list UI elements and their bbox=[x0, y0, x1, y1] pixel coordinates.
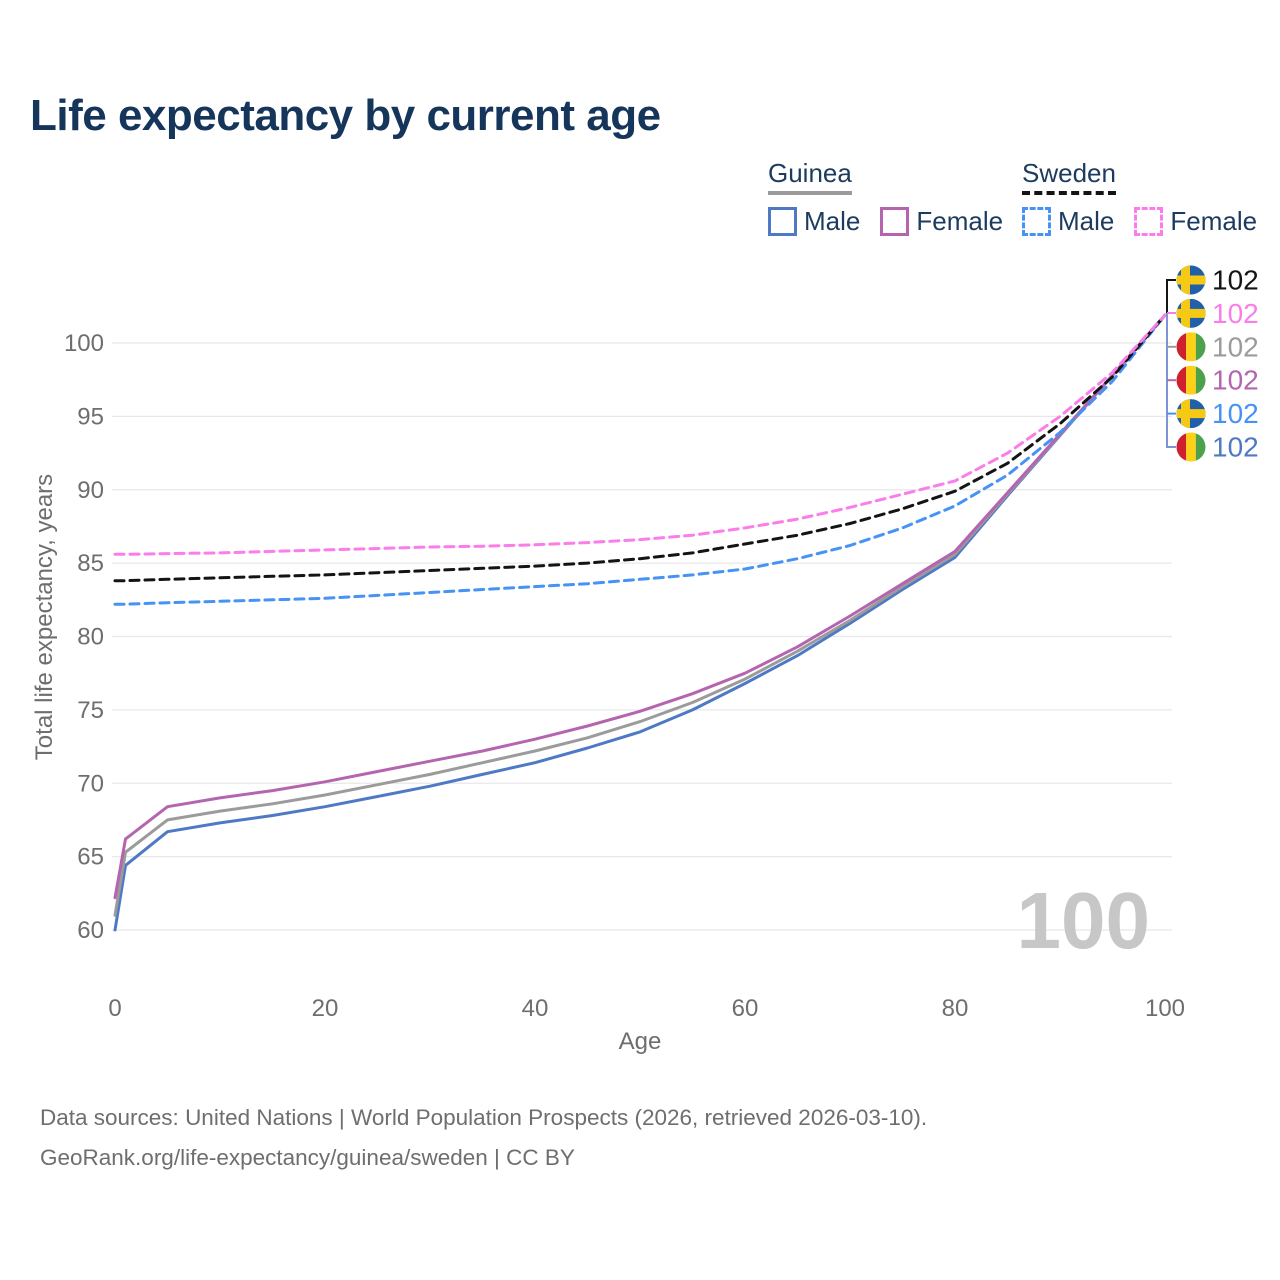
x-axis-tick-80: 80 bbox=[942, 995, 969, 1022]
legend-items-guinea: Male Female bbox=[768, 206, 1003, 237]
legend-swatch-sweden-female bbox=[1134, 207, 1164, 236]
end-label-row-1: 102 bbox=[1176, 298, 1259, 329]
y-axis-title: Total life expectancy, years bbox=[31, 473, 58, 761]
y-axis-tick-90: 90 bbox=[77, 477, 104, 504]
line-sweden-total[interactable] bbox=[113, 313, 1167, 583]
x-axis-title: Age bbox=[618, 1028, 662, 1055]
legend-group-title-sweden: Sweden bbox=[1022, 158, 1116, 195]
end-label-row-0: 102 bbox=[1176, 265, 1259, 296]
end-label-row-3: 102 bbox=[1176, 365, 1259, 396]
y-axis-tick-85: 85 bbox=[77, 550, 104, 577]
guinea-flag-icon bbox=[1176, 432, 1206, 462]
x-axis-tick-100: 100 bbox=[1145, 995, 1185, 1022]
end-label-row-4: 102 bbox=[1176, 398, 1259, 429]
end-label-value: 102 bbox=[1212, 265, 1259, 296]
y-axis-tick-65: 65 bbox=[77, 844, 104, 871]
end-label-row-2: 102 bbox=[1176, 331, 1259, 362]
footer-source-line: Data sources: United Nations | World Pop… bbox=[40, 1105, 928, 1130]
legend-item-label: Male bbox=[1058, 206, 1115, 236]
legend-item-sweden-female[interactable]: Female bbox=[1134, 206, 1257, 237]
sweden-flag-icon bbox=[1176, 399, 1206, 429]
y-axis-tick-100: 100 bbox=[64, 330, 104, 357]
line-guinea-total[interactable] bbox=[113, 313, 1167, 917]
line-sweden-male[interactable] bbox=[113, 313, 1167, 606]
end-label-connector-descender bbox=[1166, 313, 1176, 448]
page-title: Life expectancy by current age bbox=[30, 91, 661, 140]
sweden-flag-icon bbox=[1176, 298, 1206, 328]
x-axis-tick-20: 20 bbox=[312, 995, 339, 1022]
line-guinea-female[interactable] bbox=[113, 313, 1167, 900]
legend-item-label: Male bbox=[804, 206, 861, 236]
end-label-connector-0 bbox=[1166, 279, 1176, 313]
x-axis-tick-60: 60 bbox=[732, 995, 759, 1022]
legend-item-guinea-male[interactable]: Male bbox=[768, 206, 860, 237]
y-axis-tick-60: 60 bbox=[77, 917, 104, 944]
y-axis-tick-75: 75 bbox=[77, 697, 104, 724]
legend-item-sweden-male[interactable]: Male bbox=[1022, 206, 1114, 237]
end-label-value: 102 bbox=[1212, 331, 1259, 362]
legend-swatch-sweden-male bbox=[1022, 207, 1051, 236]
guinea-flag-icon bbox=[1176, 332, 1206, 362]
age-indicator-watermark: 100 bbox=[1017, 876, 1150, 965]
sweden-flag-icon bbox=[1176, 265, 1206, 295]
end-label-value: 102 bbox=[1212, 432, 1259, 463]
legend-group-title-guinea: Guinea bbox=[768, 158, 852, 195]
y-axis-tick-70: 70 bbox=[77, 770, 104, 797]
legend-group-sweden: Sweden Male Female bbox=[1022, 158, 1257, 237]
x-axis-tick-0: 0 bbox=[108, 995, 121, 1022]
legend-item-label: Female bbox=[1170, 206, 1258, 236]
line-guinea-male[interactable] bbox=[113, 313, 1167, 932]
y-axis-tick-95: 95 bbox=[77, 403, 104, 430]
legend-item-label: Female bbox=[916, 206, 1004, 236]
legend-group-guinea: Guinea Male Female bbox=[768, 158, 1003, 237]
end-label-row-5: 102 bbox=[1176, 432, 1259, 463]
end-label-value: 102 bbox=[1212, 365, 1259, 396]
legend-swatch-guinea-male bbox=[768, 207, 797, 236]
guinea-flag-icon bbox=[1176, 365, 1206, 395]
legend-swatch-guinea-female bbox=[880, 207, 910, 236]
end-label-value: 102 bbox=[1212, 298, 1259, 329]
x-axis-tick-40: 40 bbox=[522, 995, 549, 1022]
y-axis-tick-80: 80 bbox=[77, 624, 104, 651]
legend-items-sweden: Male Female bbox=[1022, 206, 1257, 237]
footer: Data sources: United Nations | World Pop… bbox=[40, 1098, 927, 1178]
footer-url-line: GeoRank.org/life-expectancy/guinea/swede… bbox=[40, 1145, 575, 1170]
legend-item-guinea-female[interactable]: Female bbox=[880, 206, 1003, 237]
line-sweden-female[interactable] bbox=[113, 313, 1167, 556]
end-label-value: 102 bbox=[1212, 398, 1259, 429]
